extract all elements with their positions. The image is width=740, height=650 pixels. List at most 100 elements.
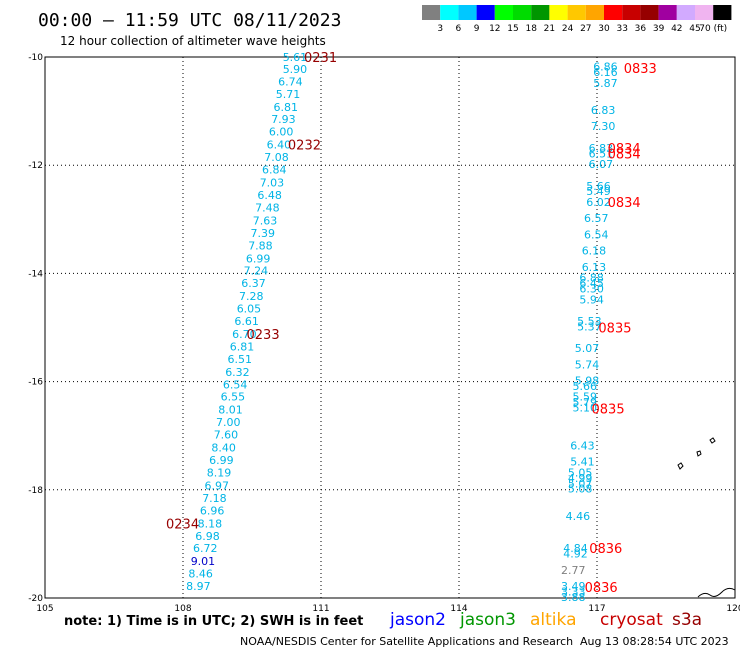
y-tick-label: -20 (28, 594, 43, 604)
footer-credit: NOAA/NESDIS Center for Satellite Applica… (240, 635, 573, 648)
swh-value-track-a: 9.01 (191, 555, 216, 568)
time-label-track-a: 0231 (304, 51, 337, 66)
swh-value-track-b: 3.49 (561, 580, 586, 593)
swh-value-track-b: 5.53 (577, 315, 602, 328)
swh-value-track-b: 6.86 (593, 61, 618, 74)
footer-note: note: 1) Time is in UTC; 2) SWH is in fe… (64, 614, 363, 629)
time-label-track-b: 0834 (608, 196, 641, 211)
swh-value-track-a: 6.97 (205, 479, 230, 492)
sat-s3a-label: s3a (672, 610, 702, 630)
legend-swatch (713, 5, 732, 20)
swh-value-track-b: 5.79 (573, 396, 598, 409)
coast-line (697, 587, 736, 598)
y-tick-label: -12 (28, 161, 43, 171)
island-shape (709, 437, 716, 444)
swh-value-track-a: 7.48 (255, 201, 280, 214)
swh-value-track-b: 6.43 (570, 439, 595, 452)
swh-value-track-a: 6.74 (278, 75, 303, 88)
swh-value-track-b: 6.83 (589, 142, 614, 155)
swh-value-track-a: 7.24 (244, 265, 269, 278)
swh-value-track-b: 4.92 (563, 548, 588, 561)
swh-value-track-a: 7.00 (216, 416, 241, 429)
sat-cryosat-label: cryosat (600, 610, 663, 630)
legend-label: 39 (653, 24, 665, 34)
legend-label: 70 (ft) (699, 24, 727, 34)
swh-value-track-a: 7.28 (239, 290, 264, 303)
swh-value-track-b: 2.77 (561, 564, 586, 577)
swh-value-track-b: 4.99 (568, 472, 593, 485)
legend-swatch (531, 5, 550, 20)
time-label-track-b: 0834 (608, 147, 641, 162)
chart-subtitle: 12 hour collection of altimeter wave hei… (60, 34, 326, 48)
swh-value-track-b: 6.30 (579, 283, 604, 296)
island-shape (677, 462, 684, 470)
swh-value-track-b: 5.10 (573, 402, 598, 415)
swh-value-track-a: 7.03 (260, 177, 285, 190)
y-tick-label: -14 (28, 269, 43, 279)
swh-value-track-b: 4.46 (566, 510, 591, 523)
swh-value-track-a: 8.18 (198, 517, 223, 530)
swh-value-track-a: 6.84 (262, 164, 287, 177)
swh-value-track-b: 5.07 (568, 477, 593, 490)
swh-value-track-a: 7.88 (248, 239, 273, 252)
swh-value-track-a: 6.05 (237, 303, 262, 316)
sat-jason3-label: jason3 (459, 610, 516, 630)
x-tick-label: 111 (312, 604, 329, 614)
legend-swatch (695, 5, 714, 20)
legend-label: 21 (544, 24, 555, 34)
swh-value-track-b: 5.41 (570, 456, 595, 469)
legend-swatch (640, 5, 659, 20)
swh-value-track-b: 6.88 (579, 272, 604, 285)
plot-frame (44, 56, 736, 599)
swh-value-track-b: 6.83 (591, 104, 616, 117)
swh-value-track-b: 6.13 (582, 261, 607, 274)
coastline (677, 437, 736, 598)
legend-label: 12 (489, 24, 500, 34)
legend-swatch (494, 5, 513, 20)
swh-value-track-a: 6.99 (246, 252, 271, 265)
legend-swatch (476, 5, 495, 20)
swh-value-track-a: 7.63 (253, 214, 278, 227)
swh-value-track-b: 3.33 (561, 586, 586, 599)
x-tick-label: 105 (36, 604, 53, 614)
legend-label: 42 (671, 24, 682, 34)
time-label-track-b: 0835 (592, 403, 625, 418)
swh-value-track-b: 5.05 (568, 466, 593, 479)
swh-value-track-a: 6.54 (223, 378, 248, 391)
x-tick-label: 114 (450, 604, 467, 614)
swh-value-track-a: 8.01 (218, 404, 243, 417)
swh-value-track-a: 5.71 (276, 88, 301, 101)
swh-value-track-a: 8.40 (211, 442, 236, 455)
swh-value-track-a: 6.37 (241, 277, 266, 290)
swh-value-track-b: 5.98 (575, 375, 600, 388)
swh-value-track-a: 6.48 (257, 189, 282, 202)
swh-value-track-a: 6.81 (230, 340, 255, 353)
swh-value-track-b: 5.49 (586, 185, 611, 198)
legend-label: 33 (616, 24, 627, 34)
swh-value-track-a: 7.08 (264, 151, 289, 164)
legend-label: 27 (580, 24, 591, 34)
legend-label: 15 (507, 24, 518, 34)
swh-value-track-a: 8.46 (188, 568, 213, 581)
legend-swatch (622, 5, 641, 20)
swh-value-track-b: 6.02 (586, 196, 611, 209)
swh-value-track-a: 6.96 (200, 504, 225, 517)
legend-swatch (422, 5, 441, 20)
y-tick-label: -16 (28, 378, 43, 388)
swh-value-track-b: 3.88 (561, 591, 586, 604)
swh-value-track-b: 4.84 (563, 542, 588, 555)
swh-value-track-a: 7.39 (251, 227, 276, 240)
swh-value-track-b: 5.94 (579, 293, 604, 306)
legend-swatch (585, 5, 604, 20)
swh-value-track-a: 6.40 (267, 139, 292, 152)
legend-swatch (567, 5, 586, 20)
time-label-track-b: 0833 (624, 62, 657, 77)
legend-label: 24 (562, 24, 574, 34)
time-label-track-b: 0836 (589, 542, 622, 557)
legend-swatch (513, 5, 532, 20)
swh-value-track-a: 6.61 (234, 315, 259, 328)
legend-swatch (676, 5, 695, 20)
swh-value-track-b: 5.66 (586, 180, 611, 193)
